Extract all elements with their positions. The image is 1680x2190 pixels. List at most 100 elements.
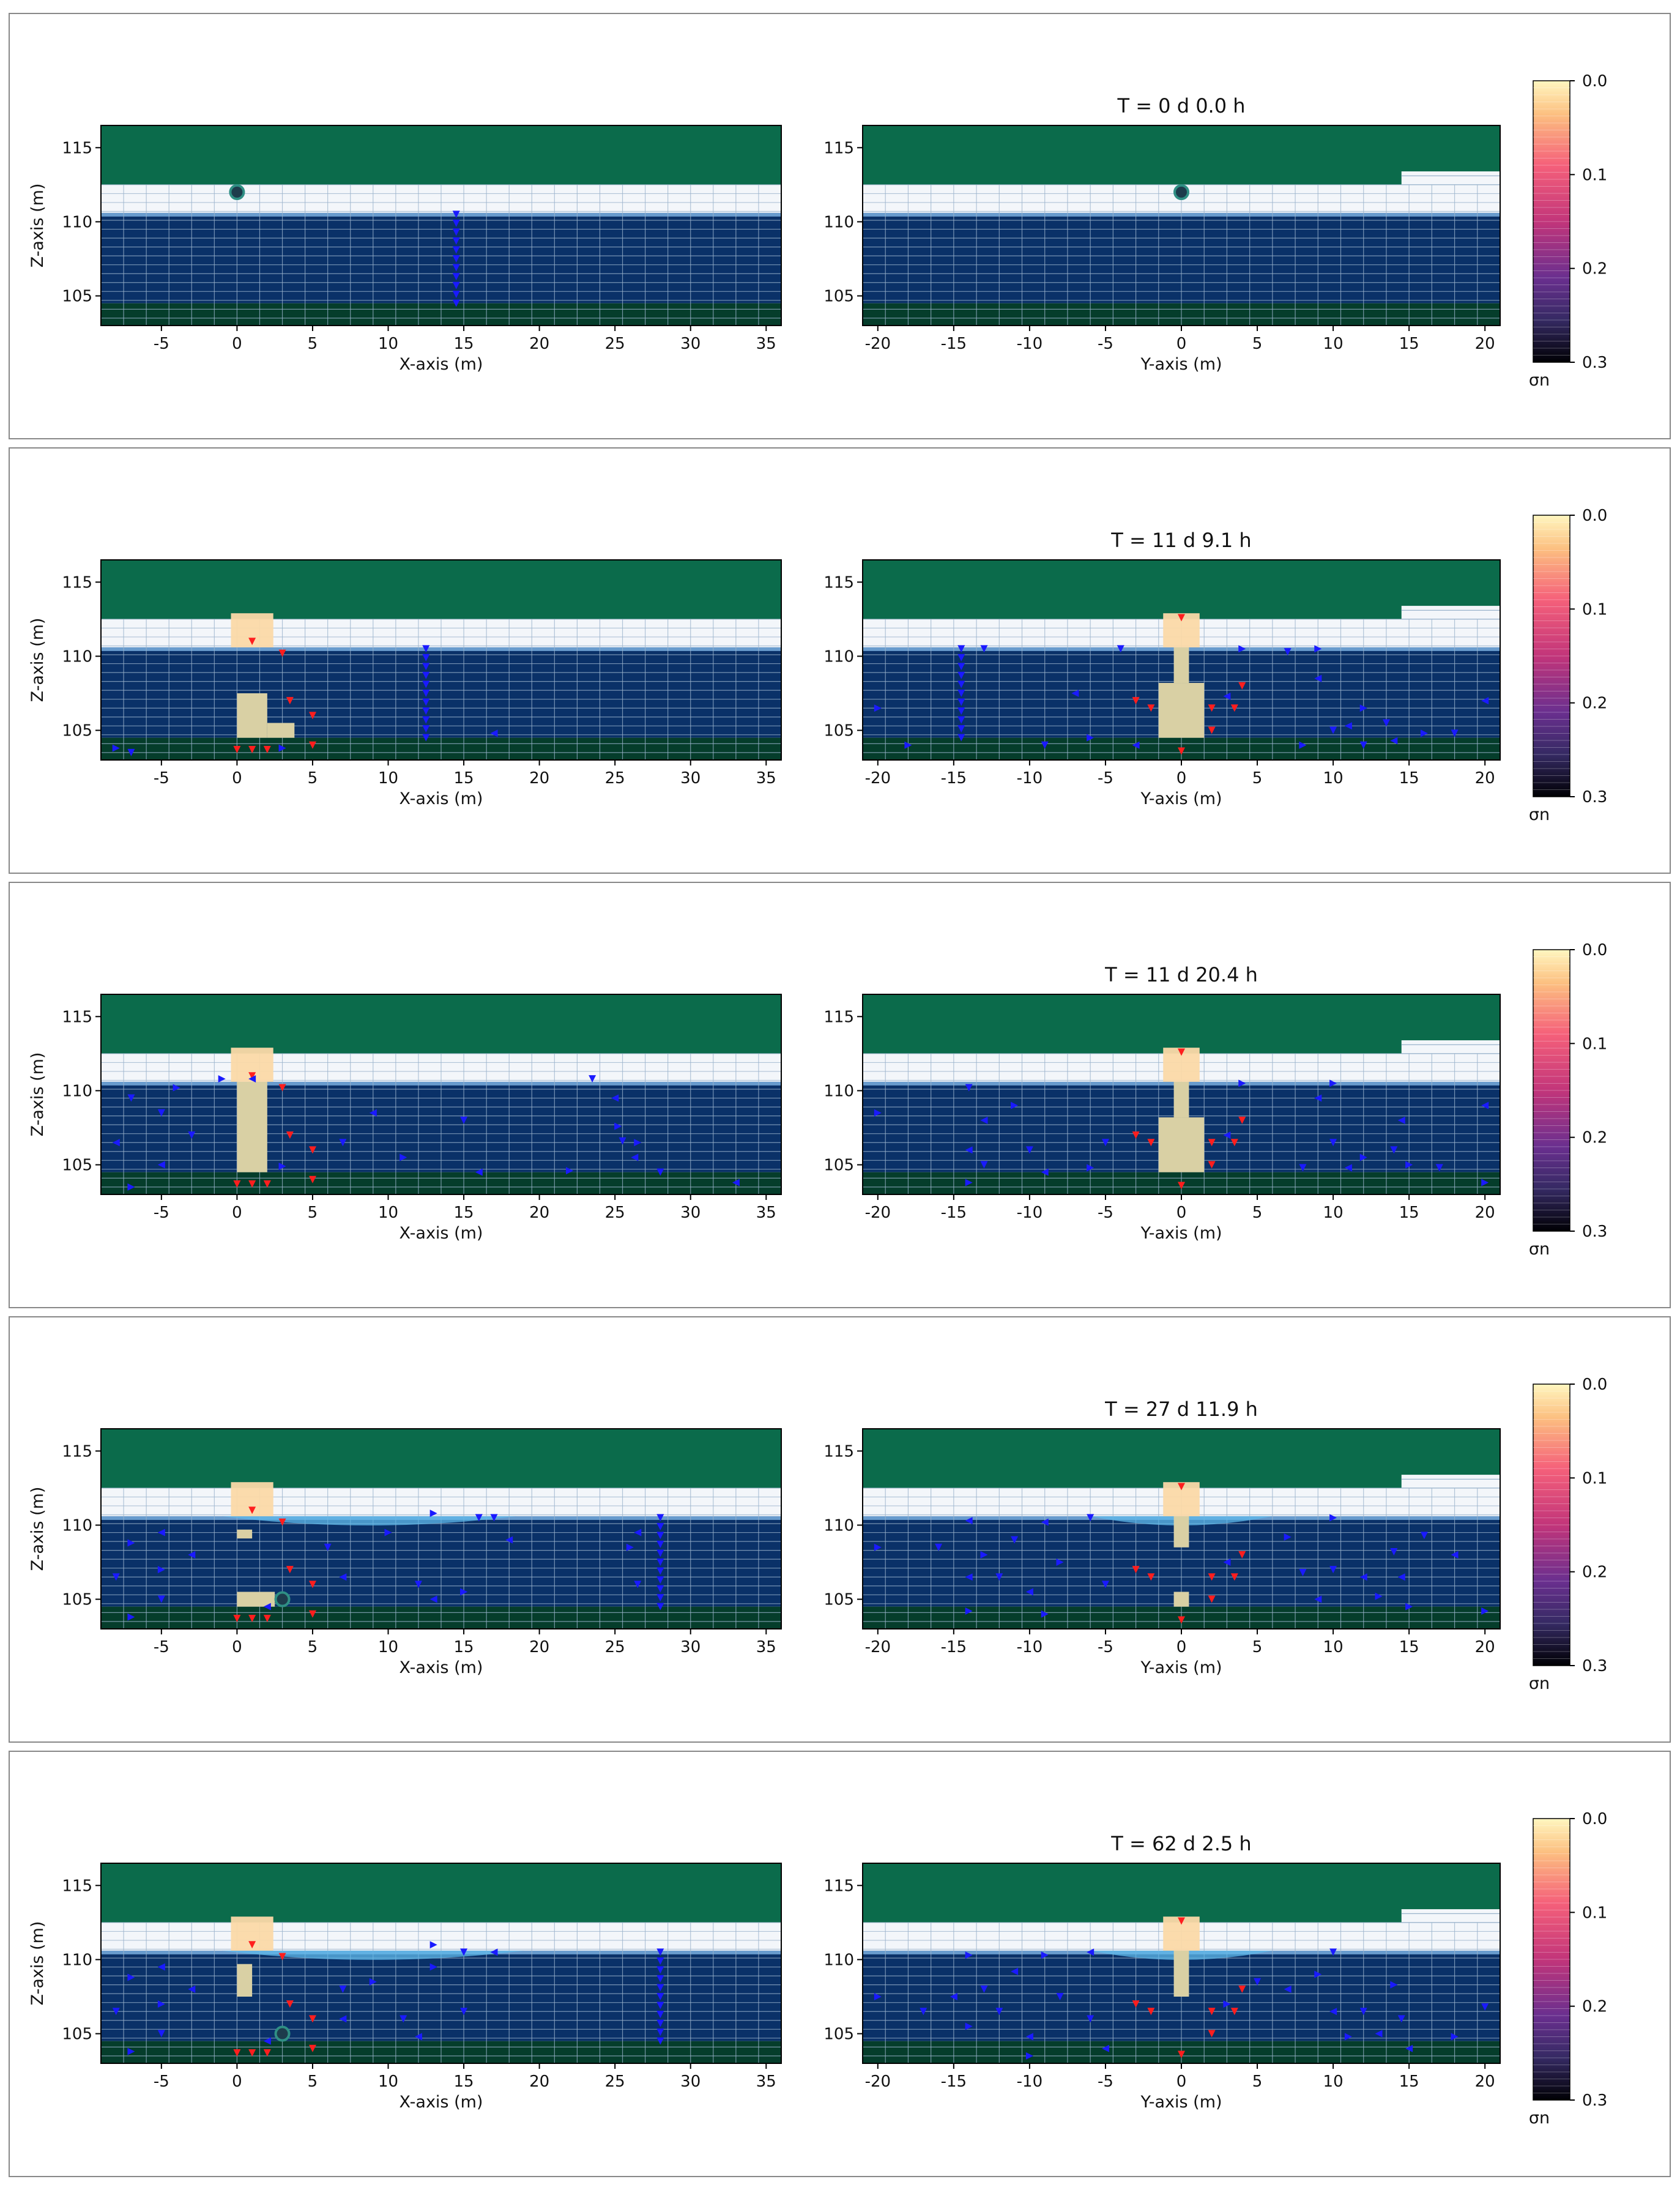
x-tick-label: 15 <box>454 1638 474 1656</box>
blue-front-arrow <box>656 2028 664 2036</box>
blue-flow-arrow <box>634 1139 642 1147</box>
x-axis-label: Y-axis (m) <box>1140 2093 1222 2112</box>
blue-front-arrow <box>957 698 965 706</box>
x-tick-label: -5 <box>1098 769 1113 788</box>
blue-flow-arrow <box>1299 741 1307 749</box>
red-flow-arrow <box>1230 1139 1238 1147</box>
red-flow-arrow <box>263 746 271 754</box>
blue-front-arrow <box>656 1603 664 1611</box>
napl-body <box>1173 1592 1189 1607</box>
blue-flow-arrow <box>1284 1533 1292 1541</box>
blue-flow-arrow <box>980 1985 988 1993</box>
blue-front-arrow <box>656 1984 664 1992</box>
y-tick-label: 115 <box>62 139 92 157</box>
y-tick-label: 105 <box>823 1591 854 1609</box>
red-flow-arrow <box>263 2049 271 2057</box>
colorbar-gradient <box>1533 80 1570 363</box>
blue-front-arrow <box>957 707 965 715</box>
blue-flow-arrow <box>1375 1592 1383 1600</box>
blue-front-arrow <box>452 273 460 281</box>
blue-flow-arrow <box>935 1543 943 1551</box>
red-flow-arrow <box>248 1072 256 1080</box>
blue-flow-arrow <box>1329 1948 1337 1956</box>
y-axis-label: Z-axis (m) <box>28 1052 47 1137</box>
x-tick-label: 20 <box>1475 769 1495 788</box>
y-tick-label: 105 <box>62 288 92 306</box>
blue-flow-arrow <box>157 1529 165 1536</box>
blue-flow-arrow <box>611 1094 619 1102</box>
blue-flow-arrow <box>157 1161 165 1169</box>
red-flow-arrow <box>248 1615 256 1623</box>
x-tick-label: 0 <box>232 2073 242 2091</box>
red-flow-arrow <box>1178 1917 1185 1925</box>
overburden-layer <box>863 994 1500 1054</box>
blue-flow-arrow <box>1101 1581 1109 1588</box>
red-flow-arrow <box>248 1941 256 1949</box>
x-tick-label: 35 <box>756 1204 776 1222</box>
red-flow-arrow <box>248 1507 256 1514</box>
x-tick-label: 20 <box>529 1204 549 1222</box>
blue-flow-arrow <box>1041 1518 1049 1526</box>
x-tick-label: -5 <box>154 1638 169 1656</box>
red-flow-arrow <box>1208 704 1216 712</box>
right-axes: -20 -15 -10 -5 0 5 10 15 20 105 110 115 Y-axis (m) <box>823 1863 1501 2112</box>
blue-front-arrow <box>656 1993 664 2000</box>
x-tick-label: 10 <box>1323 2073 1344 2091</box>
x-tick-label: 15 <box>454 2073 474 2091</box>
blue-flow-arrow <box>1117 645 1124 653</box>
red-flow-arrow <box>1178 1483 1185 1491</box>
x-tick-label: 0 <box>232 1638 242 1656</box>
blue-flow-arrow <box>1329 1514 1337 1522</box>
red-flow-arrow <box>248 2049 256 2057</box>
overburden-layer <box>101 1863 781 1923</box>
blue-front-arrow <box>656 2037 664 2045</box>
napl-body <box>237 693 267 738</box>
blue-flow-arrow <box>1382 719 1390 727</box>
red-flow-arrow <box>233 1180 241 1188</box>
blue-flow-arrow <box>1329 1139 1337 1147</box>
y-tick-label: 115 <box>62 573 92 592</box>
red-flow-arrow <box>1147 704 1155 712</box>
red-flow-arrow <box>233 1615 241 1623</box>
colorbar-tick-label: 0.3 <box>1582 1657 1607 1675</box>
plot-area <box>863 1429 1500 1629</box>
x-tick-label: 15 <box>454 335 474 353</box>
blue-flow-arrow <box>490 729 498 737</box>
blue-flow-arrow <box>414 2033 422 2041</box>
blue-flow-arrow <box>1359 1153 1367 1161</box>
blue-front-arrow <box>452 237 460 245</box>
x-tick-label: 10 <box>378 1638 398 1656</box>
blue-flow-arrow <box>1087 734 1095 742</box>
blue-front-arrow <box>656 2011 664 2019</box>
blue-flow-arrow <box>127 748 135 756</box>
blue-flow-arrow <box>1223 1131 1231 1139</box>
blue-front-arrow <box>452 299 460 307</box>
blue-flow-arrow <box>965 1146 973 1154</box>
x-tick-label: 35 <box>756 335 776 353</box>
blue-front-arrow <box>656 1966 664 1974</box>
blue-flow-arrow <box>1375 2030 1383 2038</box>
plot-area <box>863 560 1500 760</box>
blue-front-arrow <box>452 246 460 254</box>
overburden-layer <box>101 1429 781 1488</box>
blue-flow-arrow <box>631 1153 639 1161</box>
blue-flow-arrow <box>127 1613 135 1621</box>
blue-flow-arrow <box>904 741 912 749</box>
blue-flow-arrow <box>1299 1568 1307 1576</box>
blue-flow-arrow <box>127 1183 135 1191</box>
y-tick-label: 110 <box>62 647 92 666</box>
y-tick-label: 115 <box>62 1442 92 1461</box>
blue-flow-arrow <box>1344 722 1352 730</box>
x-tick-label: 5 <box>308 335 318 353</box>
blue-flow-arrow <box>339 1139 347 1147</box>
blue-flow-arrow <box>1359 741 1367 749</box>
blue-front-arrow <box>656 1559 664 1566</box>
red-flow-arrow <box>1132 1131 1140 1139</box>
blue-flow-arrow <box>1223 692 1231 700</box>
plot-area <box>101 560 781 760</box>
colorbar: 0.0 0.1 0.2 0.3 σn <box>1529 941 1607 1259</box>
red-flow-arrow <box>1230 2008 1238 2016</box>
red-flow-arrow <box>286 1131 294 1139</box>
napl-body <box>237 1081 267 1172</box>
